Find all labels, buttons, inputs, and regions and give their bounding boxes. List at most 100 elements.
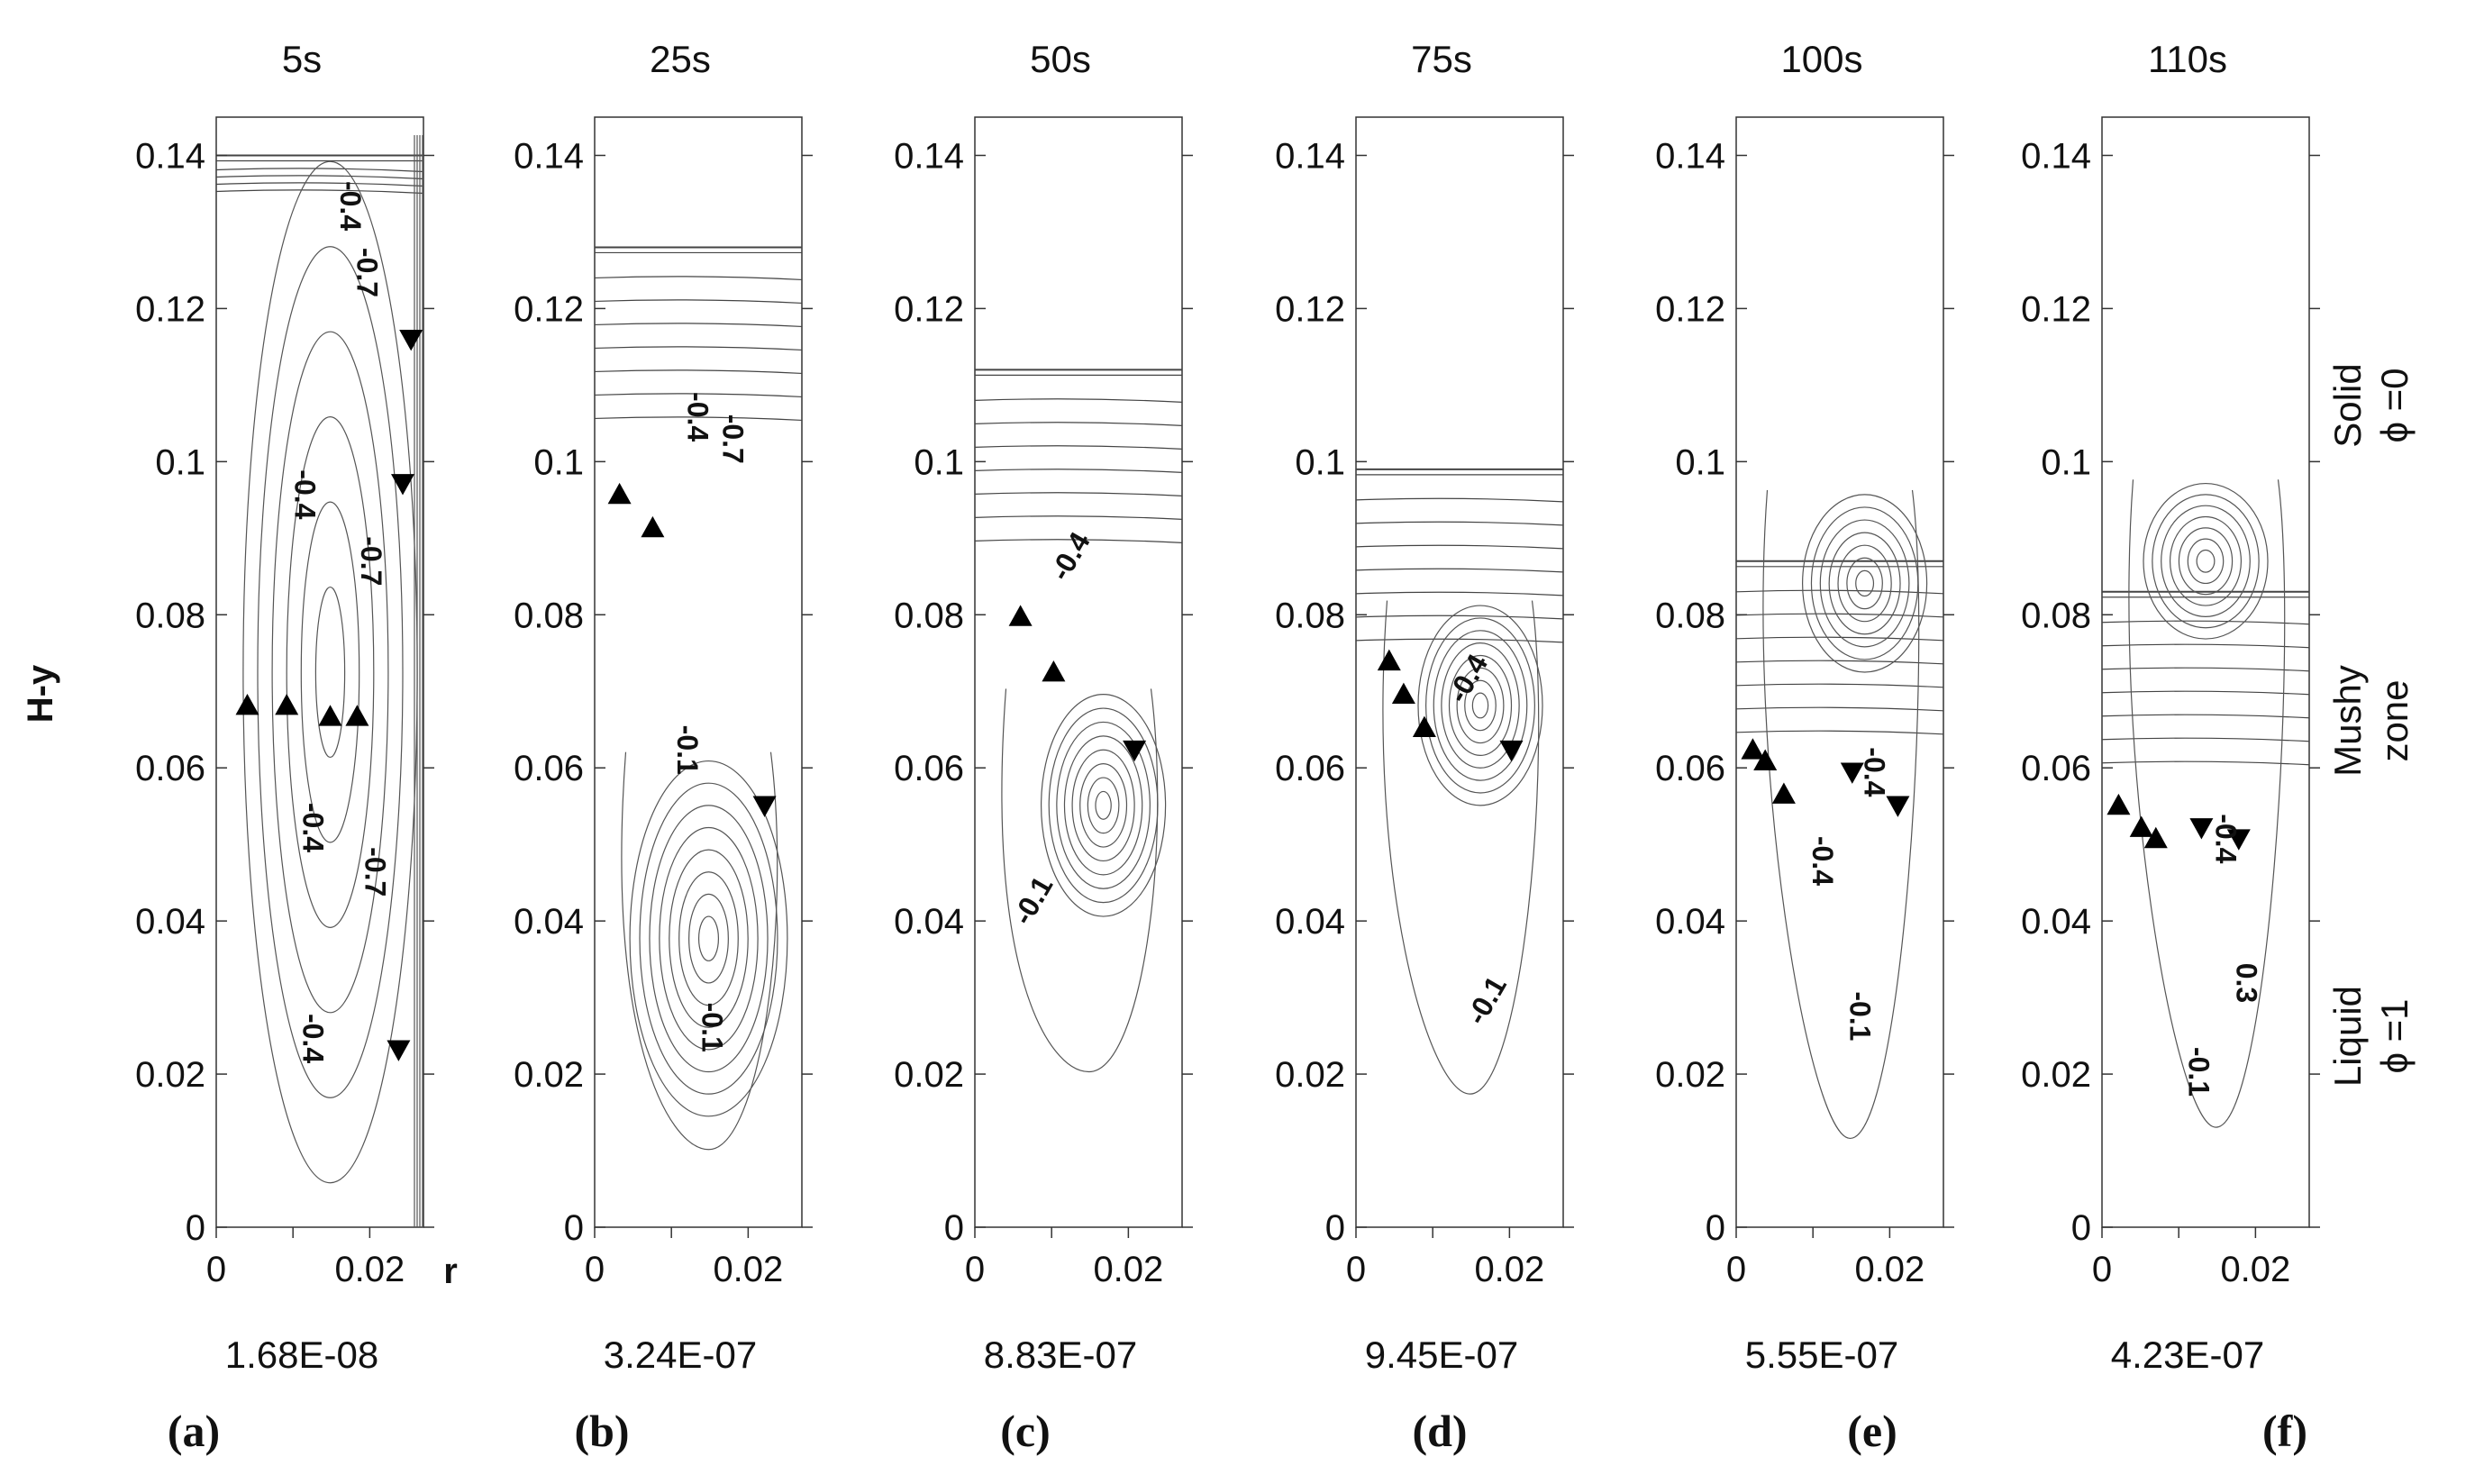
panel-letter: (d): [1412, 1406, 1467, 1456]
y-tick-label: 0: [186, 1208, 205, 1248]
panel-max-value: 1.68E-08: [225, 1334, 378, 1376]
y-tick-label: 0: [1325, 1208, 1345, 1248]
panel-frame: [974, 116, 1183, 1228]
down-arrow-icon: [399, 330, 423, 351]
x-tick-label: 0: [206, 1250, 226, 1289]
down-arrow-icon: [1499, 740, 1524, 762]
y-tick-label: 0.06: [135, 749, 205, 788]
x-tick-label: 0.02: [2220, 1250, 2290, 1289]
region-label-0: Solid ϕ =0: [2326, 363, 2416, 447]
flow-arrows: [607, 482, 777, 817]
up-arrow-icon: [607, 482, 632, 505]
up-arrow-icon: [1008, 605, 1033, 626]
region-label-2: Liquid ϕ =1: [2326, 986, 2416, 1087]
up-arrow-icon: [1391, 682, 1415, 705]
y-tick-label: 0.1: [155, 442, 205, 482]
contour-value-label: -0.1: [671, 725, 704, 775]
y-tick-label: 0.12: [894, 289, 964, 329]
contour-value-label: -0.1: [1006, 870, 1060, 930]
flow-arrows: [2106, 793, 2251, 851]
panel-time-title: 5s: [282, 38, 322, 80]
panel-max-value: 8.83E-07: [984, 1334, 1137, 1376]
up-arrow-icon: [2106, 793, 2131, 815]
contour-value-label: -0.4: [297, 1014, 330, 1063]
y-tick-label: 0.12: [135, 289, 205, 329]
up-arrow-icon: [1771, 782, 1796, 804]
contour-value-label: -0.7: [350, 248, 383, 297]
y-tick-label: 0.06: [1275, 749, 1345, 788]
contour-value-label: -0.4: [1859, 747, 1891, 797]
x-tick-label: 0.02: [1093, 1250, 1163, 1289]
down-arrow-icon: [1123, 740, 1147, 762]
panel-letter: (a): [168, 1406, 220, 1456]
stream-contours: [1001, 688, 1167, 1073]
up-arrow-icon: [2129, 815, 2153, 837]
mushy-zone-lines: [215, 154, 424, 195]
panel-b: -0.4 -0.7-0.1-0.100.020.040.060.080.10.12…: [514, 38, 813, 1456]
mushy-zone-lines: [1355, 468, 1564, 643]
up-arrow-icon: [235, 693, 259, 715]
contour-labels: -0.4-0.1: [1442, 649, 1513, 1030]
panel-d: -0.4-0.100.020.040.060.080.10.120.140 0.0…: [1275, 38, 1574, 1456]
y-tick-label: 0.04: [514, 902, 584, 942]
contour-value-label: -0.4: [1806, 836, 1839, 886]
panel-time-title: 110s: [2148, 38, 2227, 80]
x-axis-label: r: [443, 1252, 458, 1291]
panels: -0.4-0.7-0.4-0.7-0.4-0.7-0.400.020.040.0…: [135, 38, 2320, 1456]
x-tick-label: 0: [585, 1250, 605, 1289]
panel-frame: [1355, 116, 1564, 1228]
flow-arrows: [1741, 738, 1910, 817]
stream-contours: [1762, 489, 1928, 1140]
y-tick-label: 0.08: [894, 596, 964, 635]
panel-time-title: 50s: [1030, 38, 1091, 80]
x-tick-label: 0: [2092, 1250, 2112, 1289]
y-tick-label: 0.06: [514, 749, 584, 788]
region-line2: ϕ =1: [2373, 998, 2416, 1073]
panel-max-value: 9.45E-07: [1365, 1334, 1518, 1376]
x-tick-label: 0: [1346, 1250, 1366, 1289]
y-tick-label: 0.02: [514, 1055, 584, 1095]
up-arrow-icon: [641, 515, 665, 538]
y-tick-label: 0.14: [894, 136, 964, 176]
x-tick-label: 0.02: [713, 1250, 783, 1289]
panel-max-value: 3.24E-07: [604, 1334, 757, 1376]
x-tick-label: 0.02: [334, 1250, 405, 1289]
y-tick-label: 0.02: [894, 1055, 964, 1095]
y-tick-label: 0: [944, 1208, 964, 1248]
y-tick-label: 0.14: [514, 136, 584, 176]
stream-contours: [621, 751, 788, 1151]
x-axis: 0 0.02: [585, 1227, 783, 1289]
y-tick-label: 0.1: [533, 442, 584, 482]
contour-labels: -0.4 -0.4 -0.1: [1806, 747, 1891, 1041]
y-tick-label: 0.08: [2021, 596, 2091, 635]
panel-e: -0.4-0.4-0.100.020.040.060.080.10.120.14…: [1655, 38, 1954, 1456]
contour-value-label: -0.4: [288, 469, 321, 519]
up-arrow-icon: [1042, 660, 1066, 682]
flow-arrows: [1008, 605, 1147, 762]
x-axis: 0 0.02: [206, 1227, 405, 1289]
up-arrow-icon: [318, 705, 342, 726]
up-arrow-icon: [1741, 738, 1765, 760]
contour-value-label: -0.7: [359, 847, 392, 897]
y-tick-label: 0.1: [1675, 442, 1725, 482]
y-axis: 0 0.02 0.04 0.06 0.08 0.1 0.12 0.14: [1655, 136, 1954, 1248]
up-arrow-icon: [2143, 826, 2168, 849]
panel-letter: (e): [1847, 1406, 1897, 1456]
down-arrow-icon: [2189, 818, 2214, 840]
down-arrow-icon: [2226, 829, 2251, 851]
y-axis: 0 0.02 0.04 0.06 0.08 0.1 0.12 0.14: [2021, 136, 2320, 1248]
up-arrow-icon: [1412, 715, 1436, 737]
region-line2: ϕ =0: [2373, 368, 2416, 442]
up-arrow-icon: [345, 705, 369, 726]
y-tick-label: 0: [1706, 1208, 1725, 1248]
y-tick-label: 0.08: [1655, 596, 1725, 635]
flow-arrows: [1377, 649, 1524, 762]
y-tick-label: 0.02: [1275, 1055, 1345, 1095]
panel-max-value: 5.55E-07: [1745, 1334, 1898, 1376]
contour-labels: -0.4 -0.1 0.3: [2183, 814, 2263, 1097]
y-tick-label: 0.04: [1275, 902, 1345, 942]
panel-letter: (c): [1000, 1406, 1051, 1456]
contour-labels: -0.4-0.1: [1006, 526, 1096, 930]
y-axis: 0 0.02 0.04 0.06 0.08 0.1 0.12 0.14: [894, 136, 1193, 1248]
mushy-zone-lines: [974, 369, 1183, 543]
